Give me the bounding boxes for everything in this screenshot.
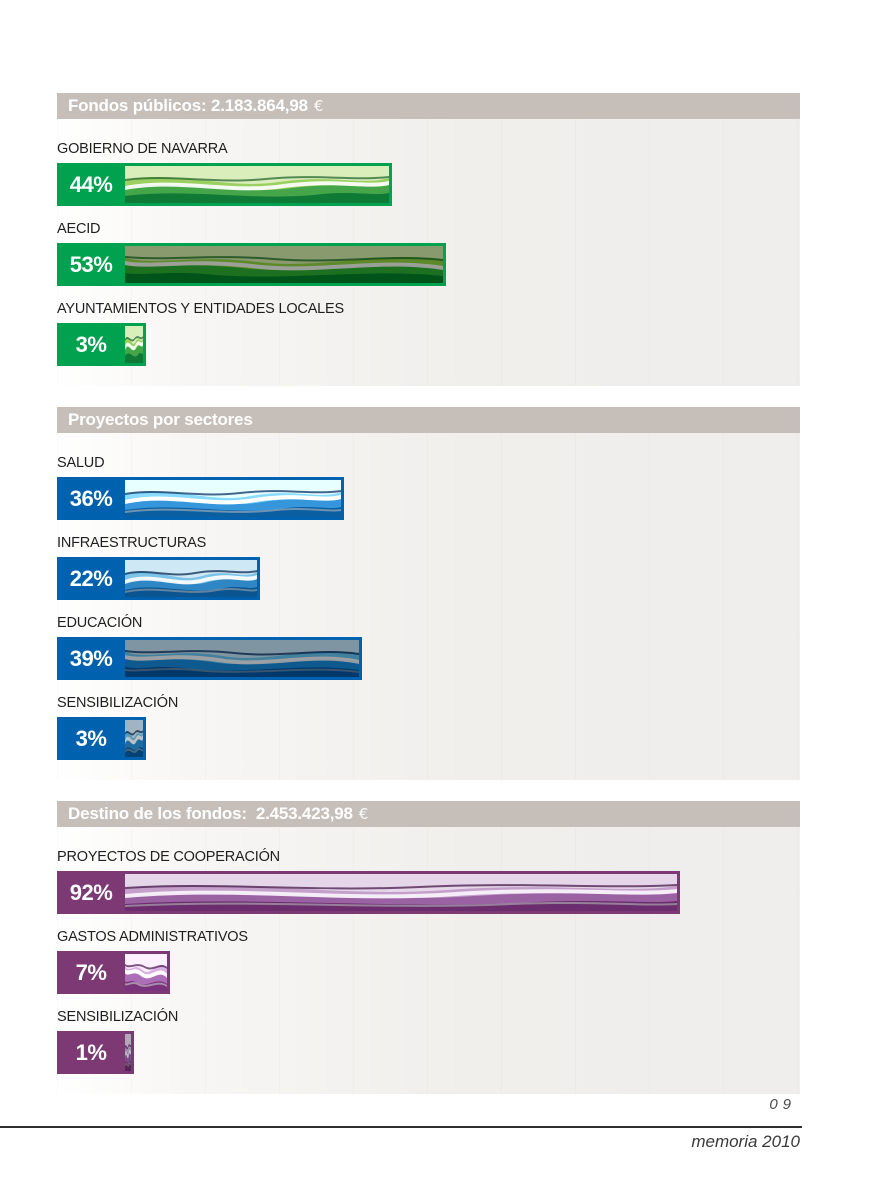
page-footer: 09 memoria 2010	[0, 1096, 802, 1152]
percent-value: 44%	[69, 171, 113, 197]
bar-label: EDUCACIÓN	[57, 615, 143, 631]
bar-row: SALUD 36%	[57, 456, 800, 520]
section-body: SALUD 36% INFRAESTRUCTURAS 22% EDUCACIÓN…	[57, 433, 800, 780]
section-proyectos-por-sectores: Proyectos por sectores SALUD 36% INFRAES…	[57, 407, 800, 780]
bar-educacion: 39%	[57, 637, 362, 680]
percent-value: 22%	[69, 565, 113, 591]
bar-gobierno-de-navarra: 44%	[57, 163, 392, 206]
bar-infraestructuras: 22%	[57, 557, 260, 600]
bar-texture	[125, 166, 389, 203]
bar-label: SENSIBILIZACIÓN	[57, 695, 179, 711]
bar-proyectos-cooperacion: 92%	[57, 871, 680, 914]
bar-row: EDUCACIÓN 39%	[57, 616, 800, 680]
bar-sensibilizacion-destino: 1%	[57, 1031, 134, 1074]
bar-sensibilizacion-sectores: 3%	[57, 717, 146, 760]
bar-label: AECID	[57, 221, 101, 237]
section-fondos-publicos: Fondos públicos: 2.183.864,98 € GOBIERNO…	[57, 93, 800, 386]
section-title: Destino de los fondos: 2.453.423,98	[68, 804, 353, 823]
bar-gastos-administrativos: 7%	[57, 951, 170, 994]
bar-label: PROYECTOS DE COOPERACIÓN	[57, 849, 280, 865]
percent-value: 3%	[75, 331, 107, 357]
bar-texture	[125, 560, 257, 597]
bar-texture	[125, 720, 143, 757]
bar-texture	[125, 246, 443, 283]
report-title: memoria 2010	[691, 1132, 800, 1151]
bar-row: AYUNTAMIENTOS Y ENTIDADES LOCALES 3%	[57, 302, 800, 366]
bar-texture	[125, 326, 143, 363]
percent-value: 1%	[75, 1039, 107, 1065]
bar-texture	[125, 1034, 131, 1071]
percent-value: 7%	[75, 959, 107, 985]
footer-rule	[0, 1126, 802, 1128]
bar-row: SENSIBILIZACIÓN 1%	[57, 1010, 800, 1074]
section-header-proyectos: Proyectos por sectores	[57, 407, 800, 433]
section-title: Fondos públicos: 2.183.864,98	[68, 96, 308, 115]
percent-value: 53%	[69, 251, 113, 277]
percent-value: 92%	[69, 879, 113, 905]
bar-label: GOBIERNO DE NAVARRA	[57, 141, 228, 157]
page-number: 09	[769, 1096, 796, 1113]
bar-label: INFRAESTRUCTURAS	[57, 535, 207, 551]
bar-ayuntamientos: 3%	[57, 323, 146, 366]
section-header-fondos-publicos: Fondos públicos: 2.183.864,98 €	[57, 93, 800, 119]
bar-texture	[125, 640, 359, 677]
bar-row: GASTOS ADMINISTRATIVOS 7%	[57, 930, 800, 994]
percent-value: 39%	[69, 645, 113, 671]
bar-row: INFRAESTRUCTURAS 22%	[57, 536, 800, 600]
bar-texture	[125, 954, 167, 991]
bar-salud: 36%	[57, 477, 344, 520]
percent-value: 3%	[75, 725, 107, 751]
section-body: PROYECTOS DE COOPERACIÓN 92% GASTOS ADMI…	[57, 827, 800, 1094]
bar-texture	[125, 874, 677, 911]
section-destino-de-los-fondos: Destino de los fondos: 2.453.423,98 € PR…	[57, 801, 800, 1094]
bar-label: AYUNTAMIENTOS Y ENTIDADES LOCALES	[57, 301, 344, 317]
section-title: Proyectos por sectores	[68, 410, 253, 429]
bar-row: SENSIBILIZACIÓN 3%	[57, 696, 800, 760]
bar-aecid: 53%	[57, 243, 446, 286]
section-body: GOBIERNO DE NAVARRA 44% AECID 53% AYUNTA…	[57, 119, 800, 386]
bar-row: GOBIERNO DE NAVARRA 44%	[57, 142, 800, 206]
bar-label: SENSIBILIZACIÓN	[57, 1009, 179, 1025]
bar-label: GASTOS ADMINISTRATIVOS	[57, 929, 248, 945]
euro-sign: €	[358, 805, 369, 823]
bar-label: SALUD	[57, 455, 105, 471]
bar-row: PROYECTOS DE COOPERACIÓN 92%	[57, 850, 800, 914]
page-content: Fondos públicos: 2.183.864,98 € GOBIERNO…	[57, 0, 800, 1094]
bar-texture	[125, 480, 341, 517]
bar-row: AECID 53%	[57, 222, 800, 286]
percent-value: 36%	[69, 485, 113, 511]
euro-sign: €	[313, 97, 324, 115]
section-header-destino: Destino de los fondos: 2.453.423,98 €	[57, 801, 800, 827]
